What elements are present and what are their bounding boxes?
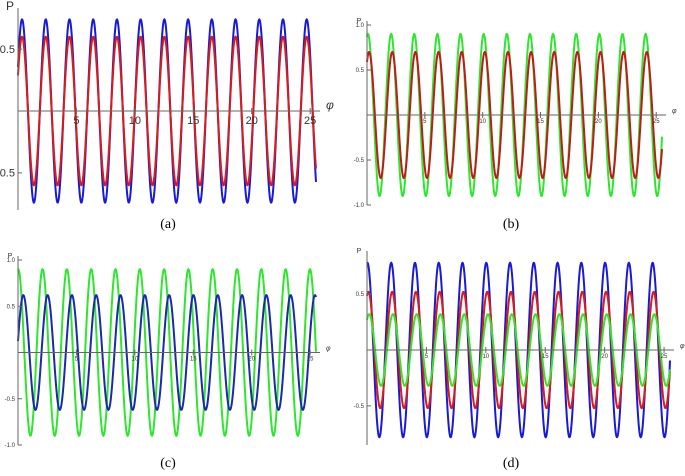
y-tick-label: 1.0 xyxy=(7,258,16,264)
chart-panel-3: 5 10 15 20 25 0.5 -0.5 Pφ xyxy=(354,248,685,445)
y-tick-label: -0.5 xyxy=(0,168,15,180)
y-tick-label: 0.5 xyxy=(356,68,365,74)
y-tick-label: 0.5 xyxy=(0,44,15,56)
series-line-2 xyxy=(366,313,671,387)
chart-panel-1: 5 10 15 20 25 1.0 0.5 -0.5 -1.0 Pφ xyxy=(354,18,677,209)
caption-c: (c) xyxy=(160,456,176,471)
y-axis-label: P xyxy=(8,253,13,260)
y-tick-label: -1.0 xyxy=(354,203,365,209)
x-axis-label: φ xyxy=(672,108,677,115)
x-tick-label: 5 xyxy=(425,354,429,360)
x-tick-label: 25 xyxy=(653,119,660,125)
series-line-1 xyxy=(366,290,671,410)
x-tick-label: 15 xyxy=(187,115,199,127)
x-tick-label: 25 xyxy=(304,115,316,127)
x-tick-label: 5 xyxy=(75,357,79,363)
x-tick-label: 15 xyxy=(537,119,544,125)
x-tick-label: 15 xyxy=(190,357,197,363)
x-axis-label: φ xyxy=(326,346,331,353)
chart-panel-0: 5 10 15 20 25 0.5 -0.5 Pφ xyxy=(0,0,334,210)
chart-panel-2: 5 10 15 20 25 1.0 0.5 -0.5 -1.0 Pφ xyxy=(5,253,331,449)
series-line-1 xyxy=(17,35,317,187)
series-line-0 xyxy=(366,261,671,439)
x-tick-label: 20 xyxy=(601,354,608,360)
x-axis-label: φ xyxy=(680,343,685,350)
y-axis-label: P xyxy=(357,18,362,25)
y-tick-label: 1.0 xyxy=(356,23,365,29)
x-tick-label: 25 xyxy=(661,354,668,360)
series-line-1 xyxy=(17,293,317,412)
x-axis-label: φ xyxy=(326,98,334,112)
y-tick-label: 0.5 xyxy=(7,304,16,310)
x-tick-label: 5 xyxy=(423,119,427,125)
y-tick-label: 0.5 xyxy=(356,292,365,298)
x-tick-label: 20 xyxy=(248,357,255,363)
y-tick-label: -0.5 xyxy=(5,397,16,403)
x-tick-label: 10 xyxy=(479,119,486,125)
y-tick-label: -1.0 xyxy=(5,443,16,449)
y-tick-label: -0.5 xyxy=(354,158,365,164)
x-tick-label: 10 xyxy=(129,115,141,127)
series-line-0 xyxy=(17,267,317,438)
x-tick-label: 5 xyxy=(73,115,79,127)
caption-b: (b) xyxy=(502,217,520,232)
y-axis-label: P xyxy=(357,248,362,255)
y-tick-label: -0.5 xyxy=(354,404,365,410)
x-tick-label: 10 xyxy=(132,357,139,363)
x-tick-label: 10 xyxy=(482,354,489,360)
caption-d: (d) xyxy=(502,456,520,471)
series-line-0 xyxy=(366,32,663,198)
y-axis-label: P xyxy=(6,0,14,13)
series-line-1 xyxy=(366,50,663,180)
x-tick-label: 20 xyxy=(595,119,602,125)
x-tick-label: 15 xyxy=(542,354,549,360)
caption-a: (a) xyxy=(160,217,176,232)
x-tick-label: 20 xyxy=(246,115,258,127)
x-tick-label: 25 xyxy=(307,357,314,363)
